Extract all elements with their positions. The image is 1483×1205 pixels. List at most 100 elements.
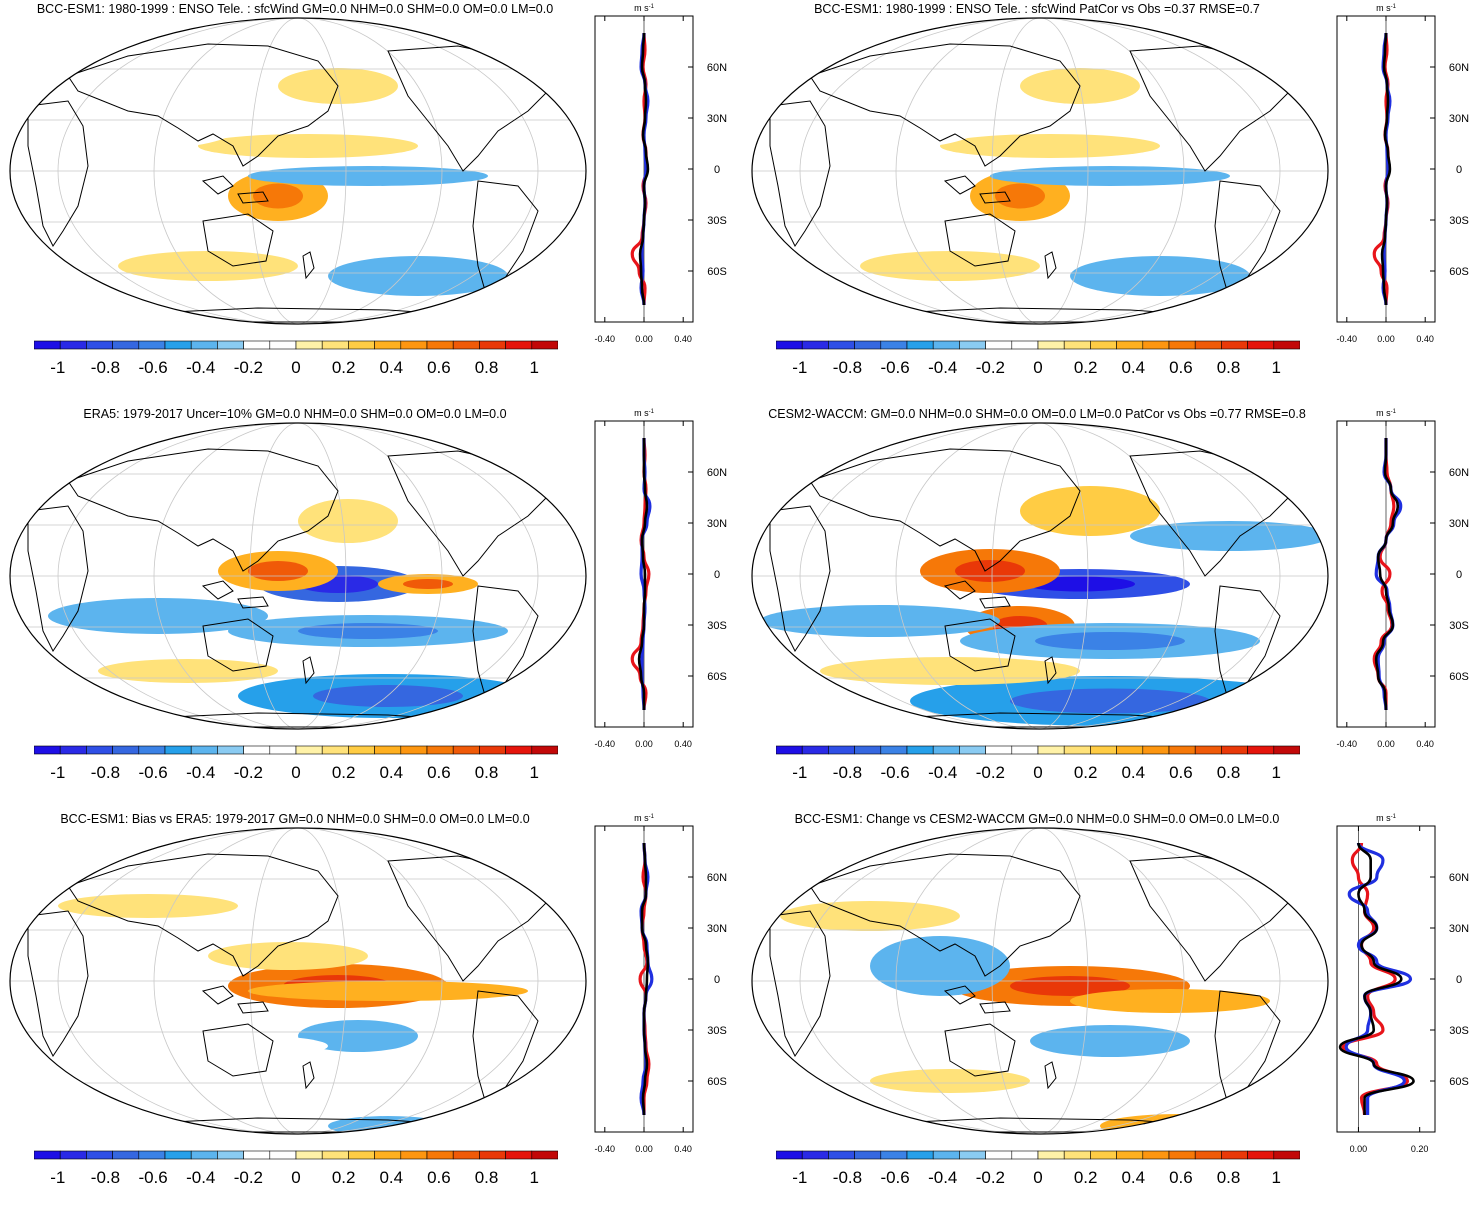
- chart-panel: BCC-ESM1: Bias vs ERA5: 1979-2017 GM=0.0…: [0, 810, 741, 1205]
- colorbar-swatch: [932, 340, 960, 350]
- colorbar-tick-label: 1: [1271, 1168, 1280, 1187]
- colorbar-swatch: [243, 340, 271, 350]
- profile-units: m s-1: [1376, 408, 1396, 418]
- colorbar-swatch: [1142, 745, 1170, 755]
- gridline-lon: [1039, 828, 1185, 1134]
- colorbar-tick-label: -0.8: [833, 358, 862, 377]
- colorbar: -1 -0.8 -0.6 -0.4 -0.2 0 0.2 0.4 0.6 0.8 1: [34, 745, 558, 782]
- colorbar-tick-label: -0.4: [928, 358, 957, 377]
- profile-series-black: [637, 438, 649, 710]
- coastline: [237, 596, 269, 609]
- colorbar-swatch: [505, 340, 533, 350]
- colorbar-swatch: [531, 340, 558, 350]
- profile-x-tick-label: -0.40: [595, 1144, 616, 1154]
- profile-lat-label: 60N: [707, 467, 727, 479]
- gridline-lon: [1039, 423, 1089, 729]
- colorbar-swatch: [854, 1150, 882, 1160]
- colorbar-tick-label: 1: [1271, 763, 1280, 782]
- colorbar-swatch: [906, 745, 934, 755]
- colorbar-swatch: [269, 1150, 297, 1160]
- profile-lat-label: 30S: [1449, 1025, 1469, 1037]
- colorbar-swatch: [112, 1150, 140, 1160]
- colorbar-tick-label: 0: [1033, 763, 1042, 782]
- anomaly-core: [403, 579, 453, 589]
- profile-lat-label: 60N: [707, 872, 727, 884]
- colorbar-swatch: [1194, 1150, 1222, 1160]
- map-plot: [9, 827, 587, 1135]
- profile-lat-label: 60S: [1449, 671, 1469, 683]
- colorbar-tick-label: -0.8: [833, 1168, 862, 1187]
- profile-x-tick-label: 0.40: [674, 739, 692, 749]
- profile-x-tick-label: -0.40: [595, 739, 616, 749]
- anomaly-region: [990, 166, 1230, 186]
- coastline: [809, 853, 1081, 977]
- colorbar-swatch: [321, 340, 349, 350]
- colorbar-swatch: [295, 1150, 323, 1160]
- colorbar-tick-label: 0: [1033, 1168, 1042, 1187]
- gridline-lon: [799, 423, 1041, 729]
- gridline-lon: [895, 828, 1041, 1134]
- colorbar-swatch: [374, 745, 402, 755]
- gridline-lon: [249, 828, 299, 1134]
- coastline: [67, 853, 339, 977]
- coastline: [27, 505, 89, 652]
- profile-lat-label: 0: [1456, 974, 1462, 986]
- colorbar-swatch: [452, 1150, 480, 1160]
- anomaly-region: [98, 659, 278, 683]
- profile-lat-label: 60S: [1449, 1076, 1469, 1088]
- colorbar-tick-label: 0.8: [1217, 1168, 1241, 1187]
- colorbar-swatch: [112, 340, 140, 350]
- colorbar-swatch: [880, 745, 908, 755]
- colorbar-swatch: [1011, 340, 1039, 350]
- colorbar-tick-label: 0.4: [1121, 1168, 1145, 1187]
- map-plot: [751, 827, 1329, 1135]
- anomaly-region: [870, 1069, 1030, 1093]
- colorbar-swatch: [854, 745, 882, 755]
- coastline: [979, 596, 1011, 609]
- anomaly-region: [1010, 886, 1150, 926]
- chart-title: ERA5: 1979-2017 Uncer=10% GM=0.0 NHM=0.0…: [83, 407, 507, 421]
- gridline-lon: [297, 18, 539, 324]
- anomaly-region: [780, 901, 960, 931]
- colorbar-swatch: [959, 340, 986, 350]
- gridline-lon: [297, 423, 347, 729]
- colorbar-swatch: [1116, 1150, 1144, 1160]
- colorbar-swatch: [1063, 745, 1091, 755]
- map-plot: [751, 422, 1329, 730]
- anomaly-region: [48, 598, 268, 634]
- colorbar-swatch: [321, 745, 349, 755]
- colorbar-swatch: [828, 340, 855, 350]
- map-border: [9, 827, 587, 1135]
- colorbar-swatch: [1063, 340, 1091, 350]
- zonal-profile: m s-1 -0.40 0.00 0.40 60N 30N 0 30S 60S: [594, 408, 727, 749]
- colorbar-swatch: [34, 1150, 61, 1160]
- profile-frame: [1336, 825, 1436, 1133]
- anomaly-region: [43, 204, 153, 228]
- anomaly-core: [298, 623, 438, 639]
- colorbar-swatch: [1063, 1150, 1091, 1160]
- gridline-lon: [153, 18, 299, 324]
- coastline: [237, 1001, 269, 1014]
- colorbar-swatch: [217, 1150, 244, 1160]
- anomaly-core: [1010, 688, 1210, 714]
- map-plot: [751, 17, 1329, 325]
- colorbar-tick-label: -0.6: [138, 763, 167, 782]
- anomaly-region: [1070, 256, 1250, 296]
- anomaly-region: [368, 886, 488, 926]
- colorbar-tick-label: -0.6: [880, 763, 909, 782]
- zonal-profile: m s-1 -0.40 0.00 0.40 60N 30N 0 30S 60S: [1336, 3, 1469, 344]
- colorbar-swatch: [1247, 1150, 1275, 1160]
- colorbar-tick-label: -0.2: [976, 358, 1005, 377]
- colorbar-swatch: [34, 745, 61, 755]
- colorbar-tick-label: 0.2: [332, 1168, 356, 1187]
- colorbar-swatch: [985, 745, 1013, 755]
- anomaly-region: [785, 204, 895, 228]
- colorbar-tick-label: -1: [50, 358, 65, 377]
- anomaly-region: [438, 526, 578, 556]
- gridline-lon: [297, 18, 443, 324]
- profile-lat-label: 60N: [1449, 872, 1469, 884]
- profile-lat-label: 30S: [707, 1025, 727, 1037]
- profile-lat-label: 30N: [707, 923, 727, 935]
- colorbar-swatch: [1168, 340, 1196, 350]
- map-plot: [9, 422, 587, 730]
